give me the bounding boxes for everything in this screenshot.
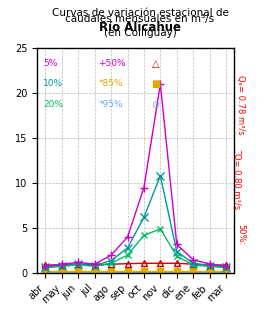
Text: *95%: *95% [98,100,123,108]
Text: 20%: 20% [43,100,63,108]
Text: △: △ [151,59,159,69]
Text: *85%: *85% [98,79,123,88]
Text: 5%: 5% [43,59,57,68]
Text: ■: ■ [151,79,161,89]
Text: ⊙: ⊙ [151,100,160,110]
Text: (en Colliguay): (en Colliguay) [104,28,176,38]
Text: caudales mensuales en m³/s: caudales mensuales en m³/s [66,14,214,24]
Text: Qₑ= 0.78 m³/s: Qₑ= 0.78 m³/s [236,75,245,135]
Text: ̅Q= 0.80 m³/s: ̅Q= 0.80 m³/s [236,149,245,205]
Text: +50%: +50% [98,59,126,68]
Text: 10%: 10% [43,79,63,88]
Text: Río Alicahue: Río Alicahue [99,21,181,35]
Text: Curvas de variación estacional de: Curvas de variación estacional de [52,8,228,18]
Text: 50%:: 50%: [236,224,245,245]
